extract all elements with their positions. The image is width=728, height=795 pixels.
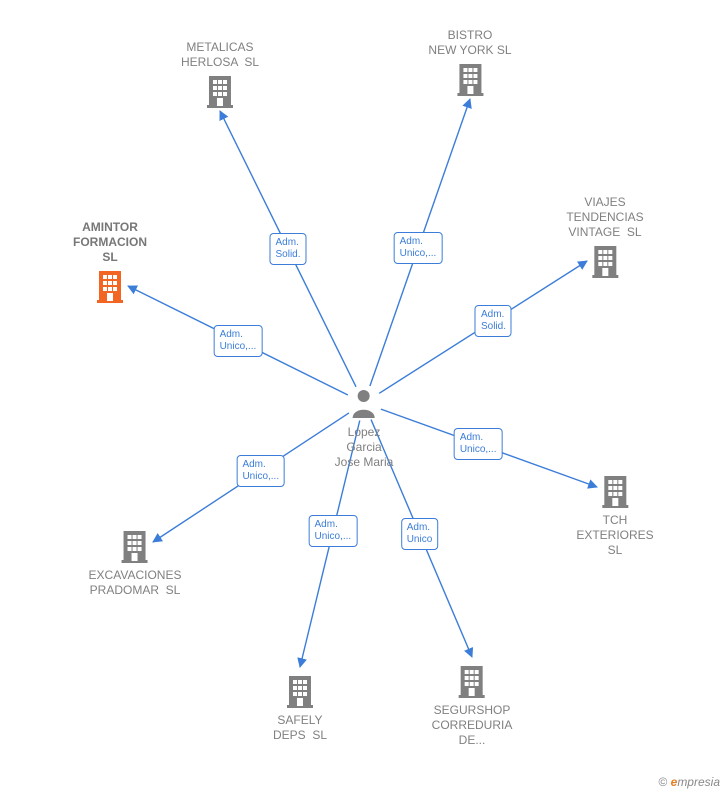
building-icon <box>428 62 511 101</box>
company-label: SAFELY DEPS SL <box>273 713 327 743</box>
building-icon <box>273 674 327 713</box>
edge-label: Adm. Unico,... <box>236 455 285 487</box>
edge-label: Adm. Unico,... <box>214 325 263 357</box>
center-person-node: Lopez Garcia Jose Maria <box>335 388 394 470</box>
company-node-bistro: BISTRO NEW YORK SL <box>428 28 511 101</box>
edge-label: Adm. Unico,... <box>309 515 358 547</box>
company-label: SEGURSHOP CORREDURIA DE... <box>432 703 513 748</box>
company-node-amintor: AMINTOR FORMACION SL <box>73 220 147 308</box>
building-icon <box>181 74 259 113</box>
company-label: VIAJES TENDENCIAS VINTAGE SL <box>566 195 643 240</box>
edge-label: Adm. Unico,... <box>394 232 443 264</box>
company-node-viajes: VIAJES TENDENCIAS VINTAGE SL <box>566 195 643 283</box>
company-node-safely: SAFELY DEPS SL <box>273 670 327 743</box>
center-label: Lopez Garcia Jose Maria <box>335 425 394 470</box>
copyright-symbol: © <box>658 775 667 789</box>
edge-label: Adm. Solid. <box>475 305 512 337</box>
company-node-excav: EXCAVACIONES PRADOMAR SL <box>89 525 182 598</box>
company-label: METALICAS HERLOSA SL <box>181 40 259 70</box>
edge-label: Adm. Solid. <box>270 233 307 265</box>
company-node-metalicas: METALICAS HERLOSA SL <box>181 40 259 113</box>
building-icon <box>576 474 653 513</box>
edge-label: Adm. Unico <box>401 518 439 550</box>
diagram-canvas: Lopez Garcia Jose Maria METALICAS HERLOSA… <box>0 0 728 795</box>
edge-label: Adm. Unico,... <box>454 428 503 460</box>
company-node-segurshop: SEGURSHOP CORREDURIA DE... <box>432 660 513 748</box>
company-node-tch: TCH EXTERIORES SL <box>576 470 653 558</box>
company-label: EXCAVACIONES PRADOMAR SL <box>89 568 182 598</box>
company-label: BISTRO NEW YORK SL <box>428 28 511 58</box>
company-label: AMINTOR FORMACION SL <box>73 220 147 265</box>
building-icon <box>73 269 147 308</box>
building-icon <box>432 664 513 703</box>
copyright: © empresia <box>658 775 720 789</box>
person-icon <box>335 388 394 423</box>
building-icon <box>566 244 643 283</box>
brand-rest: mpresia <box>677 775 720 789</box>
building-icon <box>89 529 182 568</box>
company-label: TCH EXTERIORES SL <box>576 513 653 558</box>
